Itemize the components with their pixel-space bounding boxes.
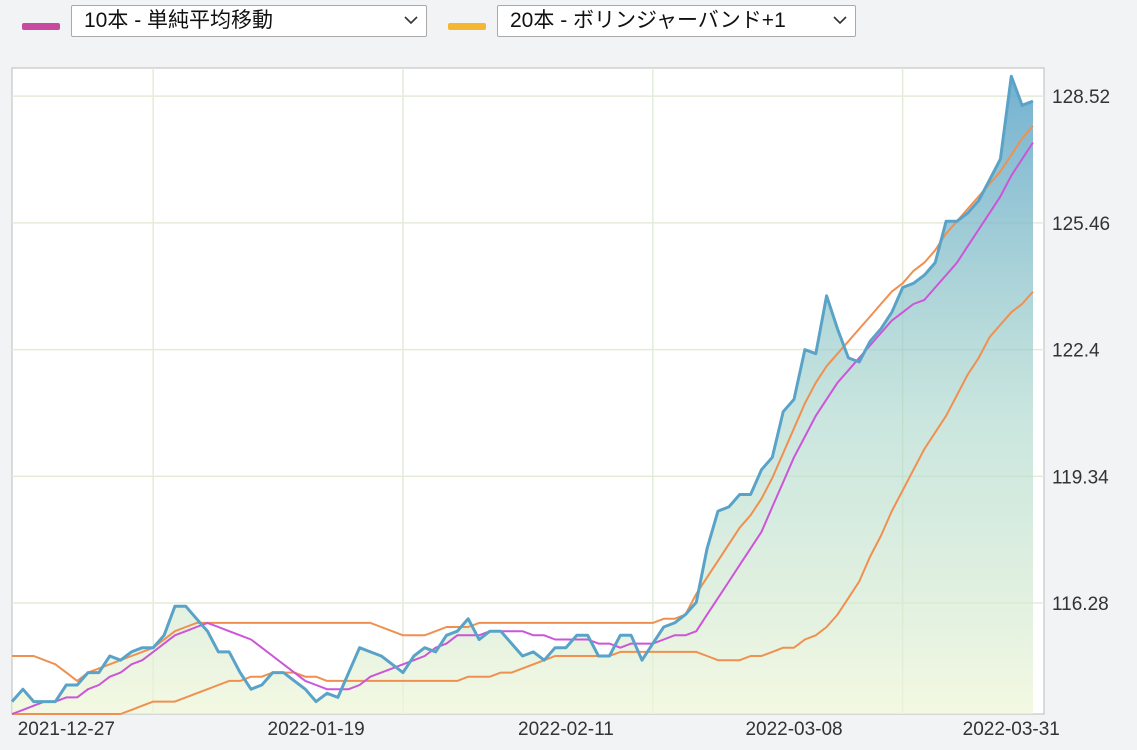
x-tick-label: 2022-01-19 [268, 719, 365, 740]
ma-color-swatch [22, 23, 60, 30]
price-area-fill [12, 76, 1033, 715]
ma-period-select[interactable]: 10本 - 単純平均移動 [71, 5, 427, 37]
chevron-down-icon [833, 16, 847, 25]
x-tick-label: 2022-02-11 [518, 719, 614, 740]
bb-color-swatch [448, 23, 486, 30]
x-tick-label: 2021-12-27 [18, 719, 115, 740]
y-tick-label: 125.46 [1052, 214, 1110, 235]
chevron-down-icon [404, 16, 418, 25]
y-tick-label: 122.4 [1052, 341, 1100, 362]
series-layer [10, 74, 1034, 715]
y-axis-ticks: 128.52 125.46 122.4 119.34 116.28 [1052, 87, 1110, 615]
x-axis-ticks: 2021-12-27 2022-01-19 2022-02-11 2022-03-08… [18, 719, 1060, 740]
bb-period-select[interactable]: 20本 - ボリンジャーバンド+1 [497, 5, 856, 37]
ma-select-label: 10本 - 単純平均移動 [84, 9, 274, 32]
bb-select-label: 20本 - ボリンジャーバンド+1 [510, 9, 786, 32]
y-tick-label: 116.28 [1052, 594, 1109, 615]
chart-toolbar: 10本 - 単純平均移動 20本 - ボリンジャーバンド+1 [0, 0, 1137, 50]
y-tick-label: 128.52 [1052, 87, 1110, 108]
price-line [10, 74, 1034, 704]
x-tick-label: 2022-03-08 [745, 719, 842, 740]
y-tick-label: 119.34 [1052, 467, 1109, 488]
bb-upper-line [12, 125, 1034, 682]
bb-lower-line [12, 290, 1034, 715]
x-tick-label: 2022-03-31 [963, 719, 1060, 740]
